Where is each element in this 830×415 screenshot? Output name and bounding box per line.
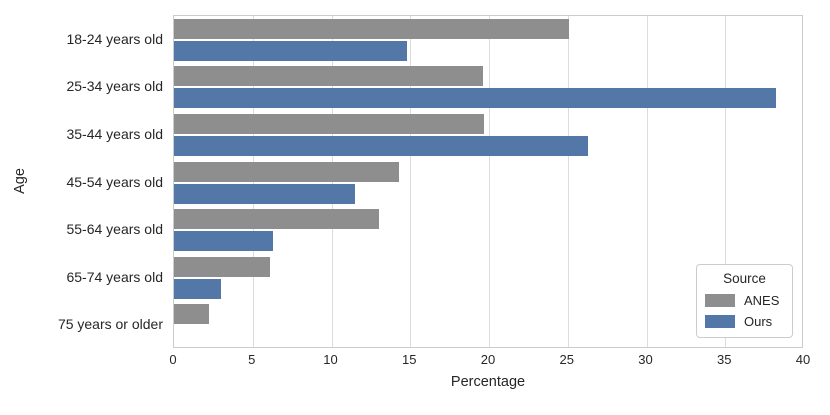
bar-ours-2: [174, 136, 589, 156]
category-label-5: 65-74 years old: [66, 269, 163, 285]
bar-anes-3: [174, 162, 400, 182]
x-tick-label-30: 30: [638, 352, 653, 367]
bar-ours-1: [174, 88, 776, 108]
x-tick-label-35: 35: [717, 352, 732, 367]
gridline-x-25: [568, 16, 569, 347]
bar-anes-5: [174, 257, 271, 277]
gridline-x-20: [489, 16, 490, 347]
x-tick-label-0: 0: [169, 352, 177, 367]
x-tick-label-10: 10: [323, 352, 338, 367]
x-tick-label-15: 15: [402, 352, 417, 367]
bar-ours-0: [174, 41, 408, 61]
legend-entry-ours: Ours: [697, 311, 792, 332]
legend: Source ANES Ours: [696, 264, 793, 338]
bar-anes-1: [174, 66, 483, 86]
category-label-4: 55-64 years old: [66, 221, 163, 237]
gridline-x-30: [647, 16, 648, 347]
bar-ours-4: [174, 231, 274, 251]
x-tick-label-5: 5: [248, 352, 256, 367]
bar-anes-4: [174, 209, 379, 229]
gridline-x-15: [410, 16, 411, 347]
legend-title: Source: [723, 271, 766, 286]
x-tick-label-25: 25: [559, 352, 574, 367]
legend-swatch-ours: [705, 315, 735, 328]
category-label-6: 75 years or older: [57, 316, 163, 332]
category-label-1: 25-34 years old: [66, 78, 163, 94]
legend-label-anes: ANES: [744, 293, 780, 308]
legend-swatch-anes: [705, 294, 735, 307]
bar-anes-2: [174, 114, 485, 134]
bar-ours-5: [174, 279, 222, 299]
category-label-2: 35-44 years old: [66, 126, 163, 142]
legend-label-ours: Ours: [744, 314, 773, 329]
bar-ours-3: [174, 184, 356, 204]
gridline-x-35: [725, 16, 726, 347]
x-tick-label-40: 40: [795, 352, 811, 367]
category-label-0: 18-24 years old: [66, 31, 163, 47]
x-axis-label: Percentage: [450, 374, 526, 390]
category-label-3: 45-54 years old: [66, 174, 163, 190]
bar-anes-6: [174, 304, 209, 324]
plot-area: [173, 15, 803, 348]
bar-anes-0: [174, 19, 570, 39]
x-tick-label-20: 20: [480, 352, 496, 367]
legend-entry-anes: ANES: [697, 290, 792, 311]
